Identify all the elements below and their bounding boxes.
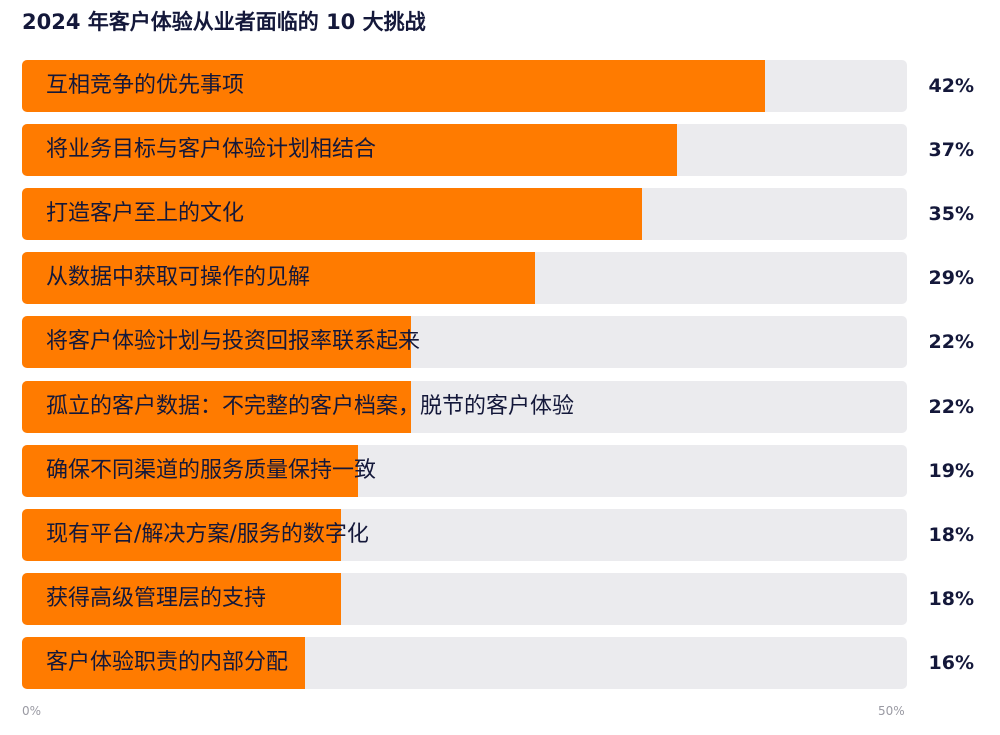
- data-label: 16%: [928, 652, 974, 674]
- bar-track: 将客户体验计划与投资回报率联系起来: [22, 316, 907, 368]
- bar-track: 打造客户至上的文化: [22, 188, 907, 240]
- category-label: 将业务目标与客户体验计划相结合: [46, 137, 377, 162]
- bar: [22, 381, 412, 433]
- bar-track: 客户体验职责的内部分配: [22, 637, 907, 689]
- bar-track: 现有平台/解决方案/服务的数字化: [22, 509, 907, 561]
- bar: [22, 188, 642, 240]
- category-label: 现有平台/解决方案/服务的数字化: [46, 522, 369, 547]
- bar: [22, 445, 359, 497]
- data-label: 18%: [928, 588, 974, 610]
- data-label: 22%: [928, 396, 974, 418]
- bar: [22, 60, 766, 112]
- bar-track: 孤立的客户数据：不完整的客户档案，脱节的客户体验: [22, 381, 907, 433]
- data-label: 22%: [928, 331, 974, 353]
- bar-track: 互相竞争的优先事项: [22, 60, 907, 112]
- data-label: 37%: [928, 139, 974, 161]
- data-label: 18%: [928, 524, 974, 546]
- category-label: 确保不同渠道的服务质量保持一致: [46, 458, 377, 483]
- data-label: 19%: [928, 460, 974, 482]
- data-label: 29%: [928, 267, 974, 289]
- bar: [22, 252, 536, 304]
- bar-track: 从数据中获取可操作的见解: [22, 252, 907, 304]
- bar-track: 确保不同渠道的服务质量保持一致: [22, 445, 907, 497]
- chart-title: 2024 年客户体验从业者面临的 10 大挑战: [22, 10, 426, 34]
- bar: [22, 316, 412, 368]
- category-label: 打造客户至上的文化: [46, 201, 245, 226]
- category-label: 客户体验职责的内部分配: [46, 650, 289, 675]
- category-label: 从数据中获取可操作的见解: [46, 265, 311, 290]
- x-tick-label-max: 50%: [878, 704, 905, 718]
- bar: [22, 124, 677, 176]
- category-label: 将客户体验计划与投资回报率联系起来: [46, 329, 421, 354]
- bar-track: 将业务目标与客户体验计划相结合: [22, 124, 907, 176]
- bar-track: 获得高级管理层的支持: [22, 573, 907, 625]
- category-label: 孤立的客户数据：不完整的客户档案，脱节的客户体验: [46, 394, 575, 419]
- category-label: 获得高级管理层的支持: [46, 586, 267, 611]
- bar: [22, 573, 341, 625]
- bar: [22, 509, 341, 561]
- data-label: 35%: [928, 203, 974, 225]
- data-label: 42%: [928, 75, 974, 97]
- x-tick-label-min: 0%: [22, 704, 42, 718]
- category-label: 互相竞争的优先事项: [46, 73, 245, 98]
- bar: [22, 637, 306, 689]
